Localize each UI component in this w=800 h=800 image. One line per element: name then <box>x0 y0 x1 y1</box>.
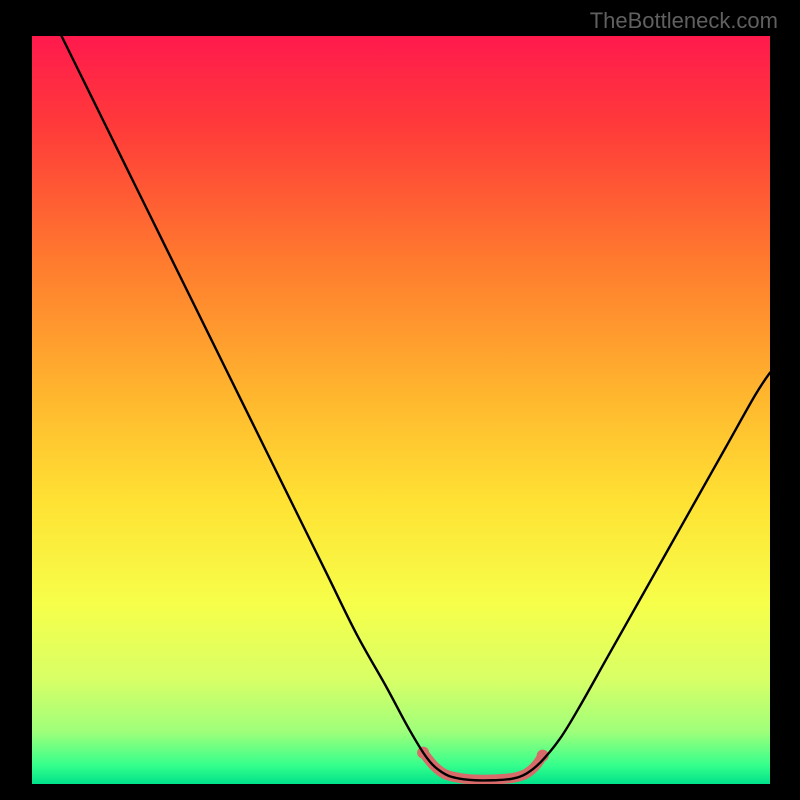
bottleneck-curve-chart <box>32 36 770 784</box>
gradient-background <box>32 36 770 784</box>
chart-stage: TheBottleneck.com <box>0 0 800 800</box>
watermark-text: TheBottleneck.com <box>590 8 778 34</box>
